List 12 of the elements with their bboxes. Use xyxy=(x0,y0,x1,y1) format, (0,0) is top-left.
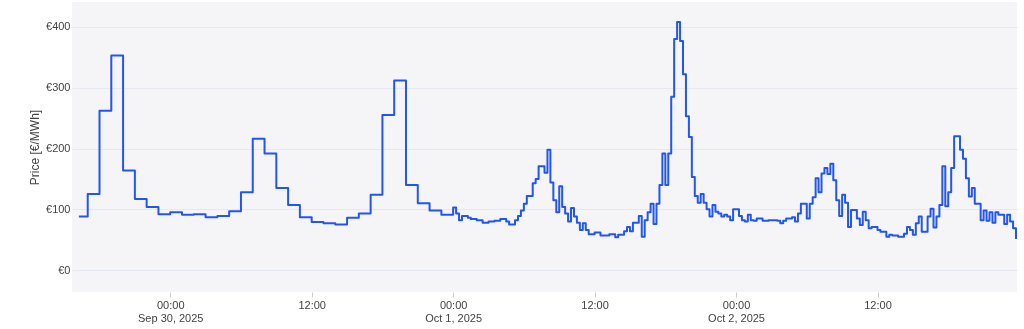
y-tick-label: €400 xyxy=(46,20,71,33)
y-tick-label: €0 xyxy=(58,263,71,276)
x-tick-label: 00:00 Oct 2, 2025 xyxy=(708,298,765,324)
x-tick-label: 00:00 Sep 30, 2025 xyxy=(138,298,204,324)
x-tick-label: 00:00 Oct 1, 2025 xyxy=(425,298,483,324)
x-tick-label: 12:00 xyxy=(581,298,609,311)
y-tick-label: €200 xyxy=(46,142,71,155)
x-tick-label: 12:00 xyxy=(298,298,326,311)
y-axis-title: Price [€/MWh] xyxy=(28,109,43,186)
y-tick-label: €300 xyxy=(46,81,71,94)
y-tick-label: €100 xyxy=(46,202,71,215)
x-tick-label: 12:00 xyxy=(864,298,892,311)
